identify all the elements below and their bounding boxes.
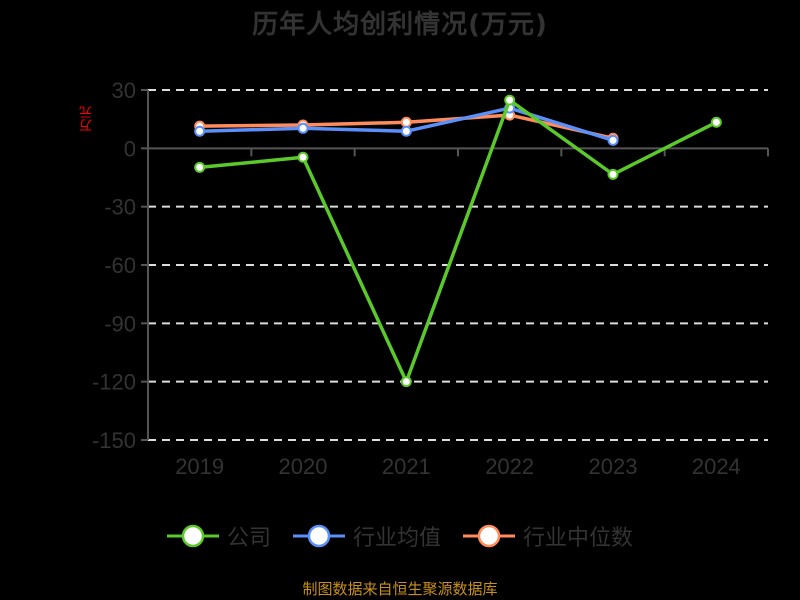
y-tick-label: -90 (104, 311, 136, 336)
data-point[interactable] (400, 116, 412, 128)
y-tick-label: -30 (104, 195, 136, 220)
chart-legend: 公司 行业均值 行业中位数 (0, 520, 800, 552)
data-point[interactable] (607, 168, 619, 180)
legend-item[interactable]: 公司 (166, 520, 271, 552)
y-tick-label: -60 (104, 253, 136, 278)
legend-item[interactable]: 行业中位数 (463, 520, 633, 552)
legend-marker-icon (166, 524, 219, 548)
data-point[interactable] (710, 116, 722, 128)
series-lines (194, 94, 722, 388)
legend-label: 行业均值 (352, 526, 441, 551)
data-point[interactable] (194, 125, 206, 137)
y-axis-ticks: 30 0 -30 -60 -90 -120 -150 (92, 78, 136, 453)
y-tick-label: 30 (112, 78, 136, 103)
data-point[interactable] (400, 376, 412, 388)
data-point[interactable] (400, 125, 412, 137)
data-point[interactable] (194, 161, 206, 173)
legend-marker-icon (463, 524, 515, 548)
gridlines (148, 89, 768, 441)
data-point[interactable] (607, 134, 619, 146)
y-tick-label: 0 (124, 136, 136, 161)
x-tick-label: 2023 (589, 454, 638, 479)
data-point[interactable] (297, 151, 309, 163)
data-source-note: 制图数据来自恒生聚源数据库 (302, 580, 498, 598)
legend-item[interactable]: 行业均值 (292, 520, 441, 552)
x-tick-label: 2020 (279, 454, 328, 479)
x-axis-ticks: 2019 2020 2021 2022 2023 2024 (175, 454, 741, 479)
data-point[interactable] (297, 122, 309, 134)
x-tick-label: 2019 (175, 454, 224, 479)
legend-marker-icon (292, 524, 345, 548)
y-tick-label: -120 (92, 370, 136, 395)
chart-title: 历年人均创利情况(万元) (252, 10, 548, 40)
x-tick-label: 2024 (692, 454, 741, 479)
series-line (199, 98, 718, 384)
x-tick-label: 2021 (382, 454, 431, 479)
legend-label: 公司 (226, 526, 271, 551)
x-tick-label: 2022 (485, 454, 534, 479)
y-tick-label: -150 (92, 428, 136, 453)
data-point[interactable] (504, 94, 516, 106)
legend-label: 行业中位数 (523, 526, 634, 551)
